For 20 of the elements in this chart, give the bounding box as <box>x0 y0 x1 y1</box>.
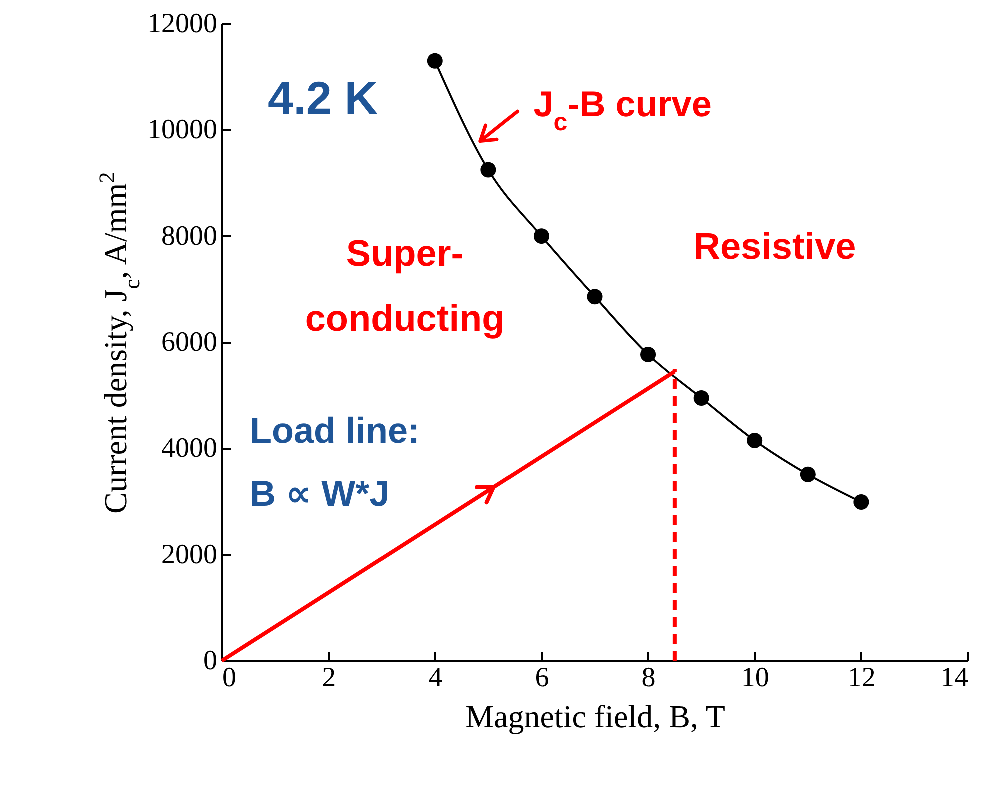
y-tick-label: 6000 <box>162 327 218 358</box>
x-tick-label: 12 <box>848 662 876 694</box>
y-tick-label: 8000 <box>162 220 218 252</box>
annotation: J$_{c}$-B curve <box>534 84 712 137</box>
x-tick-label: 2 <box>322 662 336 694</box>
annotation: Super- conducting <box>305 233 505 339</box>
x-tick-label: 10 <box>741 662 770 694</box>
y-tick-label: 2000 <box>162 539 218 570</box>
annotation: 4.2 K <box>268 72 378 124</box>
y-tick-label: 12000 <box>148 8 218 40</box>
x-tick-label: 8 <box>642 662 656 694</box>
annotation: Load line: B ∝ W*J <box>250 410 420 514</box>
x-tick-label: 6 <box>535 662 550 694</box>
annotation: Resistive <box>694 226 856 267</box>
y-tick-label: 10000 <box>148 114 218 146</box>
y-tick-label: 4000 <box>162 433 218 464</box>
x-tick-label: 14 <box>940 662 968 694</box>
x-tick-label: 4 <box>428 662 443 694</box>
x-axis-title: Magnetic field, B, T <box>466 698 726 734</box>
x-tick-label: 0 <box>222 662 236 694</box>
